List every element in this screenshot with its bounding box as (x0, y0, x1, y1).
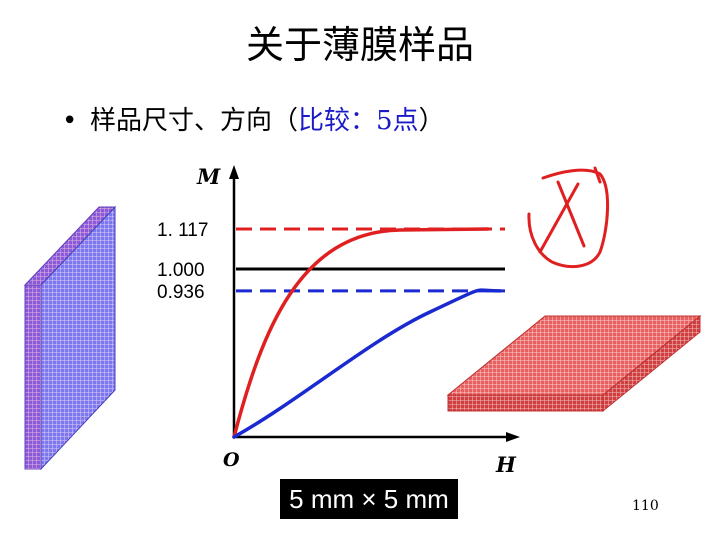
level-tick-label-0: 1. 117 (157, 220, 208, 241)
magnetization-curve-0 (232, 227, 490, 439)
x-axis-label: H (495, 452, 517, 477)
page-number: 110 (632, 498, 659, 514)
origin-label: O (223, 449, 240, 471)
bullet-text: 样品尺寸、方向（ (90, 106, 299, 136)
vertical-film-sample (23, 205, 117, 471)
horizontal-film-sample (446, 314, 702, 413)
level-tick-label-1: 1.000 (157, 260, 205, 281)
y-axis-label: M (196, 164, 221, 189)
bullet-suffix: ） (418, 106, 445, 136)
bullet-highlight: 比较：5点 (298, 106, 419, 136)
chart-axes (229, 165, 520, 442)
slide-title: 关于薄膜样品 (245, 23, 474, 67)
hand-drawn-x-icon (527, 166, 609, 269)
level-tick-label-2: 0.936 (157, 282, 205, 303)
sample-dimension-label: 5 mm × 5 mm (280, 479, 458, 519)
bullet-point: • 样品尺寸、方向（比较：5点） (62, 100, 445, 137)
bullet-dot: • (62, 106, 78, 136)
magnetization-curve-1 (232, 288, 502, 439)
